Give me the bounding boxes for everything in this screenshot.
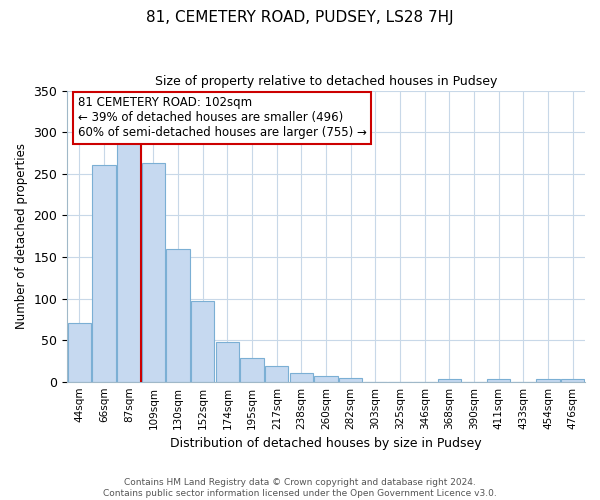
Bar xyxy=(166,248,190,382)
Bar xyxy=(314,376,338,382)
Bar xyxy=(437,379,461,382)
Bar xyxy=(142,163,165,382)
Bar xyxy=(339,378,362,382)
Text: Contains HM Land Registry data © Crown copyright and database right 2024.
Contai: Contains HM Land Registry data © Crown c… xyxy=(103,478,497,498)
Y-axis label: Number of detached properties: Number of detached properties xyxy=(15,143,28,329)
X-axis label: Distribution of detached houses by size in Pudsey: Distribution of detached houses by size … xyxy=(170,437,482,450)
Bar xyxy=(117,136,140,382)
Bar xyxy=(487,379,511,382)
Bar xyxy=(241,358,264,382)
Bar xyxy=(92,166,116,382)
Bar xyxy=(191,301,214,382)
Bar xyxy=(561,379,584,382)
Title: Size of property relative to detached houses in Pudsey: Size of property relative to detached ho… xyxy=(155,75,497,88)
Bar xyxy=(68,324,91,382)
Bar xyxy=(216,342,239,382)
Text: 81 CEMETERY ROAD: 102sqm
← 39% of detached houses are smaller (496)
60% of semi-: 81 CEMETERY ROAD: 102sqm ← 39% of detach… xyxy=(77,96,367,140)
Bar xyxy=(265,366,289,382)
Bar xyxy=(536,379,560,382)
Text: 81, CEMETERY ROAD, PUDSEY, LS28 7HJ: 81, CEMETERY ROAD, PUDSEY, LS28 7HJ xyxy=(146,10,454,25)
Bar xyxy=(290,374,313,382)
